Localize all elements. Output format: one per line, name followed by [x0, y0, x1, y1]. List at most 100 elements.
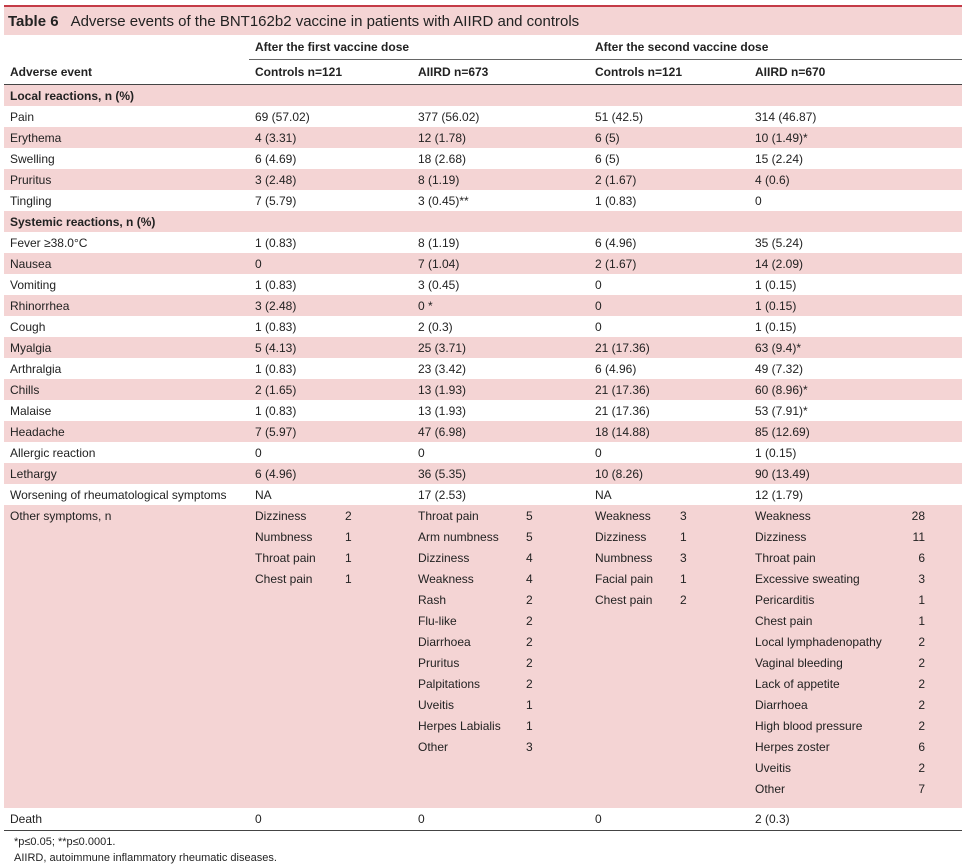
symptom-count: 3	[680, 508, 687, 523]
other-symptom-cell: Other 3	[412, 736, 589, 757]
cell-controls-first: NA	[255, 487, 272, 502]
table-row: Erythema 4 (3.31) 12 (1.78) 6 (5) 10 (1.49)*	[4, 127, 963, 148]
symptom-name: Uveitis	[418, 697, 455, 712]
other-symptoms-spacer	[4, 589, 249, 610]
table-row: Malaise 1 (0.83) 13 (1.93) 21 (17.36) 53 (7.…	[4, 400, 962, 421]
cell-aiird-first: 377 (56.02)	[418, 109, 480, 124]
other-symptom-cell: Vaginal bleeding 2	[749, 652, 963, 673]
symptom-name: Numbness	[595, 550, 653, 565]
cell-controls-first: 0	[249, 808, 412, 831]
cell-aiird-second: 0	[755, 193, 762, 208]
table-row: Rhinorrhea 3 (2.48) 0 * 0 1 (0.15)	[4, 295, 963, 316]
symptom-name: Herpes Labialis	[418, 718, 501, 733]
cell-controls-second: 0	[595, 319, 602, 334]
cell-aiird-first: 8 (1.19)	[418, 235, 460, 250]
cell-aiird-first: 0	[412, 808, 589, 831]
symptom-count: 2	[918, 676, 925, 691]
cell-controls-first: 69 (57.02)	[255, 109, 310, 124]
row-event-label: Tingling	[10, 193, 52, 208]
table-row: Worsening of rheumatological symptoms NA 1…	[4, 484, 962, 505]
cell-aiird-second: 1 (0.15)	[755, 445, 797, 460]
table-row: Nausea 0 7 (1.04) 2 (1.67) 14 (2.09)	[4, 253, 963, 274]
other-symptoms-spacer	[4, 694, 249, 715]
cell-aiird-first: 23 (3.42)	[418, 361, 467, 376]
footnote-significance: *p≤0.05; **p≤0.0001.	[14, 836, 116, 848]
symptom-count: 2	[526, 655, 533, 670]
other-symptom-cell	[249, 631, 412, 652]
other-symptom-cell	[249, 610, 412, 631]
symptom-name: Chest pain	[255, 571, 313, 586]
symptom-count: 5	[526, 508, 533, 523]
symptom-name: Local lymphadenopathy	[755, 634, 882, 649]
other-symptom-cell	[412, 757, 589, 778]
cell-aiird-second: 1 (0.15)	[755, 319, 797, 334]
symptom-count: 1	[345, 571, 352, 586]
other-symptoms-spacer	[4, 526, 249, 547]
cell-aiird-first: 8 (1.19)	[412, 169, 589, 190]
header-controls-first: Controls n=121	[249, 59, 412, 85]
symptom-name: Facial pain	[595, 571, 654, 586]
other-symptoms-spacer	[4, 673, 249, 694]
symptom-name: Weakness	[418, 571, 474, 586]
cell-controls-second: 51 (42.5)	[595, 109, 644, 124]
other-symptom-cell	[589, 694, 749, 715]
cell-controls-second: 6 (4.96)	[595, 235, 637, 250]
symptom-count: 6	[918, 550, 925, 565]
other-symptom-cell	[249, 736, 412, 757]
cell-controls-second: 0	[589, 295, 749, 316]
row-event-label: Lethargy	[4, 463, 249, 484]
symptom-count: 1	[345, 550, 352, 565]
other-symptoms-row: Flu-like 2 Chest pain 1	[4, 610, 963, 631]
other-symptom-cell: Flu-like 2	[412, 610, 589, 631]
other-symptom-cell: Throat pain 5	[412, 505, 589, 526]
other-symptoms-row: Numbness 1 Arm numbness 5 Dizziness 1 Dizzines…	[4, 526, 963, 547]
cell-controls-first: 0	[255, 445, 262, 460]
symptom-name: Uveitis	[755, 760, 792, 775]
cell-aiird-first: 13 (1.93)	[418, 403, 467, 418]
symptom-name: Diarrhoea	[418, 634, 471, 649]
symptom-name: Numbness	[255, 529, 313, 544]
other-symptom-cell: Arm numbness 5	[412, 526, 589, 547]
cell-aiird-first: 12 (1.78)	[412, 127, 589, 148]
other-symptom-cell: Herpes Labialis 1	[412, 715, 589, 736]
other-symptom-cell: Throat pain 6	[749, 547, 963, 568]
cell-aiird-first: 13 (1.93)	[412, 379, 589, 400]
symptom-name: Other	[755, 781, 786, 796]
other-symptoms-row: Diarrhoea 2 Local lymphadenopathy 2	[4, 631, 963, 652]
cell-aiird-second: 85 (12.69)	[749, 421, 963, 442]
header-row-dose: After the first vaccine dose After the s…	[4, 35, 963, 60]
cell-aiird-first: 25 (3.71)	[412, 337, 589, 358]
other-symptom-cell: Uveitis 2	[749, 757, 963, 778]
other-symptom-cell	[249, 589, 412, 610]
other-symptoms-row: Chest pain 1 Weakness 4 Facial pain 1 Excessiv…	[4, 568, 963, 589]
other-symptoms-row: Throat pain 1 Dizziness 4 Numbness 3 Throat pa…	[4, 547, 963, 568]
section-label-local: Local reactions, n (%)	[4, 84, 963, 106]
symptom-name: Flu-like	[418, 613, 457, 628]
row-event-label: Arthralgia	[10, 361, 62, 376]
cell-aiird-second: 2 (0.3)	[749, 808, 963, 831]
cell-controls-second: 2 (1.67)	[589, 169, 749, 190]
cell-controls-first: 2 (1.65)	[249, 379, 412, 400]
symptom-count: 5	[526, 529, 533, 544]
symptom-name: Throat pain	[255, 550, 316, 565]
cell-aiird-second: 14 (2.09)	[749, 253, 963, 274]
symptom-name: Dizziness	[595, 529, 647, 544]
row-event-label: Headache	[4, 421, 249, 442]
symptom-count: 4	[526, 550, 533, 565]
cell-controls-first: 1 (0.83)	[255, 403, 297, 418]
other-symptom-cell	[589, 715, 749, 736]
cell-controls-first: 7 (5.79)	[255, 193, 297, 208]
symptom-count: 2	[526, 676, 533, 691]
other-symptom-cell: Dizziness 1	[589, 526, 749, 547]
symptom-count: 1	[918, 613, 925, 628]
other-symptom-cell: Palpitations 2	[412, 673, 589, 694]
row-event-label: Erythema	[4, 127, 249, 148]
cell-controls-second: 0	[595, 277, 602, 292]
other-symptoms-row: Uveitis 2	[4, 757, 963, 778]
row-event-label: Allergic reaction	[10, 445, 96, 460]
row-event-label: Vomiting	[10, 277, 57, 292]
cell-aiird-second: 15 (2.24)	[755, 151, 804, 166]
table-caption: Table 6 Adverse events of the BNT162b2 v…	[4, 5, 962, 35]
table-row: Tingling 7 (5.79) 3 (0.45)** 1 (0.83) 0	[4, 190, 962, 211]
symptom-count: 1	[526, 718, 533, 733]
